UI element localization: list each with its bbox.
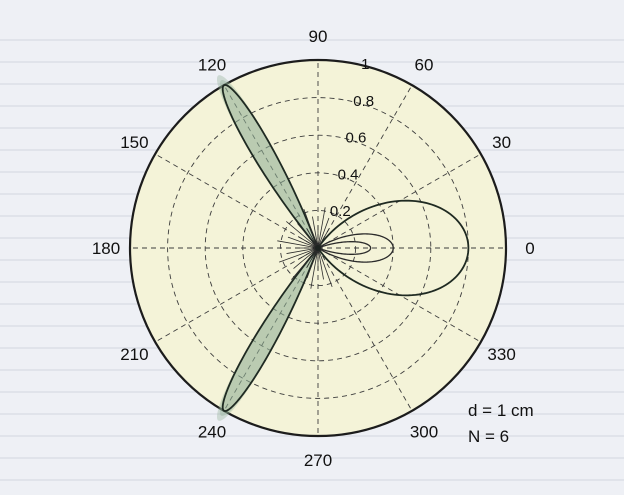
grid-spoke bbox=[223, 84, 319, 249]
angle-tick-label: 270 bbox=[304, 451, 332, 470]
lobe-0-deg bbox=[316, 241, 372, 255]
angle-tick-label: 60 bbox=[415, 55, 434, 74]
series-1 bbox=[217, 75, 470, 421]
side-lobe bbox=[291, 247, 319, 280]
angle-tick-label: 180 bbox=[92, 239, 120, 258]
side-lobe bbox=[317, 217, 330, 249]
lobe-120-deg bbox=[221, 84, 319, 249]
side-lobe bbox=[317, 207, 326, 249]
side-lobe bbox=[277, 240, 319, 249]
side-lobe bbox=[298, 236, 319, 249]
grid-spoke bbox=[154, 153, 319, 249]
grid-spoke bbox=[317, 84, 413, 249]
annotation-n: N = 6 bbox=[468, 427, 509, 446]
angle-tick-label: 90 bbox=[309, 27, 328, 46]
side-lobe bbox=[297, 223, 319, 249]
radial-tick-label: 0.4 bbox=[338, 166, 359, 183]
lobe-shading bbox=[219, 248, 318, 416]
lobe-shading bbox=[217, 75, 318, 249]
side-lobe-clutter bbox=[277, 207, 333, 289]
radial-tick-labels: 0.2 0.4 0.6 0.8 1 bbox=[330, 56, 374, 220]
lobe-0-deg bbox=[316, 199, 470, 297]
side-lobe bbox=[317, 228, 330, 249]
side-lobe bbox=[303, 208, 319, 249]
angle-tick-label: 330 bbox=[487, 345, 515, 364]
series-2 bbox=[316, 233, 394, 263]
angle-tick-labels: 0 30 60 90 120 150 180 210 240 270 300 330 bbox=[92, 27, 535, 470]
side-lobe bbox=[298, 247, 319, 260]
side-lobe bbox=[312, 216, 319, 249]
side-lobe bbox=[286, 221, 319, 249]
grid-spoke bbox=[154, 247, 319, 343]
angle-tick-label: 210 bbox=[120, 345, 148, 364]
series-3 bbox=[316, 241, 372, 255]
lobe-shading bbox=[217, 248, 318, 421]
side-lobe bbox=[286, 247, 319, 254]
center-hub bbox=[315, 245, 321, 251]
grid-spoke bbox=[317, 247, 413, 412]
side-lobe bbox=[317, 247, 324, 280]
side-lobe bbox=[317, 247, 333, 288]
radial-tick-label: 1 bbox=[361, 56, 369, 73]
grid-spoke bbox=[223, 247, 319, 412]
side-lobe bbox=[306, 247, 319, 268]
radial-tick-label: 0.6 bbox=[345, 130, 366, 147]
angular-grid-spokes bbox=[130, 60, 506, 436]
side-lobe bbox=[310, 247, 319, 289]
lobe-shading bbox=[219, 80, 318, 248]
side-lobe bbox=[293, 247, 319, 269]
lobe-0-deg bbox=[316, 233, 394, 263]
side-lobe bbox=[306, 247, 319, 279]
angle-tick-label: 150 bbox=[120, 133, 148, 152]
annotation-distance: d = 1 cm bbox=[468, 401, 534, 420]
angle-tick-label: 240 bbox=[198, 423, 226, 442]
side-lobe bbox=[278, 247, 319, 263]
angle-tick-label: 120 bbox=[198, 55, 226, 74]
angle-tick-label: 0 bbox=[525, 239, 534, 258]
series-layer bbox=[217, 75, 470, 421]
lobe-240-deg bbox=[221, 247, 319, 412]
radial-tick-label: 0.8 bbox=[353, 93, 374, 110]
side-lobe bbox=[306, 228, 319, 249]
side-lobe bbox=[287, 236, 319, 249]
radial-tick-label: 0.2 bbox=[330, 203, 351, 220]
angle-tick-label: 300 bbox=[410, 423, 438, 442]
angle-tick-label: 30 bbox=[492, 133, 511, 152]
